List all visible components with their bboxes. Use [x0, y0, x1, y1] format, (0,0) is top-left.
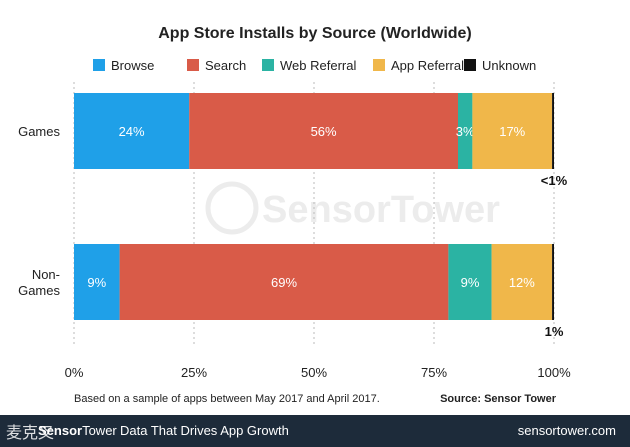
- data-label: 9%: [461, 275, 480, 290]
- legend-swatch: [262, 59, 274, 71]
- source-note: Source: Sensor Tower: [440, 393, 557, 405]
- data-label: 12%: [509, 275, 535, 290]
- bar-segment: [552, 93, 554, 169]
- chart-title: App Store Installs by Source (Worldwide): [158, 25, 472, 42]
- data-label: 24%: [119, 124, 145, 139]
- legend-label: Browse: [111, 58, 154, 73]
- footer-brand-bold: Sensor: [38, 423, 83, 438]
- legend-swatch: [93, 59, 105, 71]
- bar-segment: [74, 93, 190, 169]
- chart: SensorTower App Store Installs by Source …: [18, 25, 571, 405]
- data-label: 9%: [87, 275, 106, 290]
- footer-brand: SensorTower: [38, 423, 117, 438]
- category-label: Games: [18, 283, 60, 298]
- bar-segment: [74, 244, 120, 320]
- legend-label: Search: [205, 58, 246, 73]
- bar-segment: [552, 244, 554, 320]
- watermark-text: SensorTower: [262, 189, 500, 231]
- outside-label: <1%: [541, 173, 568, 188]
- footer-bar: 麦克叉 SensorTower Data That Drives App Gro…: [0, 415, 630, 447]
- bar-segment: [458, 93, 473, 169]
- legend-swatch: [373, 59, 385, 71]
- bar-segment: [491, 244, 553, 320]
- outside-label: 1%: [545, 324, 564, 339]
- legend-label: App Referral: [391, 58, 464, 73]
- x-tick-label: 0%: [65, 365, 84, 380]
- corner-watermark: 麦克叉: [6, 425, 55, 442]
- footer-brand-rest: Tower: [82, 423, 117, 438]
- data-label: 69%: [271, 275, 297, 290]
- data-label: 3%: [456, 124, 475, 139]
- footnote: Based on a sample of apps between May 20…: [74, 393, 380, 405]
- category-label: Games: [18, 124, 60, 139]
- footer-url: sensortower.com: [517, 423, 616, 438]
- bar-segment: [472, 93, 553, 169]
- x-tick-label: 75%: [421, 365, 447, 380]
- legend-swatch: [464, 59, 476, 71]
- legend-swatch: [187, 59, 199, 71]
- data-label: 56%: [311, 124, 337, 139]
- category-label: Non-: [32, 267, 60, 282]
- data-label: 17%: [499, 124, 525, 139]
- watermark-logo-icon: [205, 181, 259, 235]
- legend-label: Web Referral: [280, 58, 356, 73]
- x-tick-label: 50%: [301, 365, 327, 380]
- bar-segment: [448, 244, 492, 320]
- bar-segment: [189, 93, 458, 169]
- legend-label: Unknown: [482, 58, 536, 73]
- bar-segment: [119, 244, 449, 320]
- x-tick-label: 100%: [537, 365, 571, 380]
- footer-tagline: Data That Drives App Growth: [120, 423, 289, 438]
- x-tick-label: 25%: [181, 365, 207, 380]
